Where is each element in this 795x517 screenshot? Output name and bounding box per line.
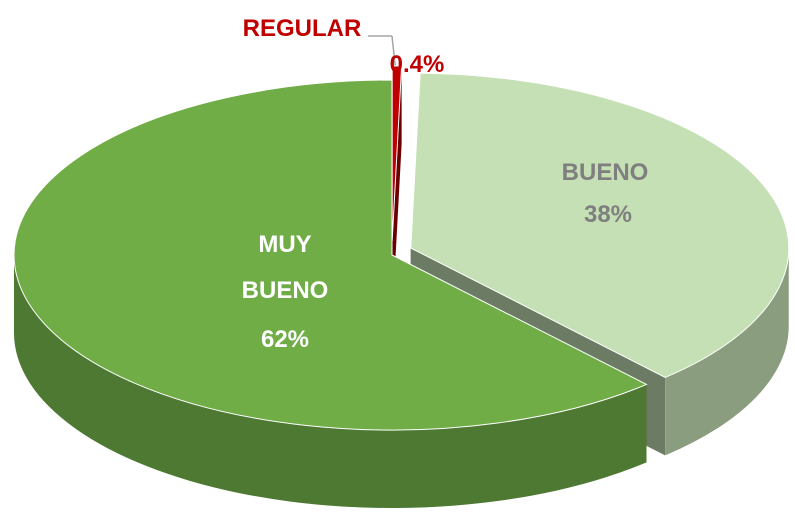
value-label: 62% bbox=[260, 326, 310, 353]
slice bbox=[391, 65, 403, 242]
category-label: MUY BUENO bbox=[241, 231, 329, 304]
category-label: BUENO bbox=[561, 159, 649, 186]
value-label: 38% bbox=[583, 201, 633, 228]
category-label: REGULAR bbox=[242, 15, 362, 42]
value-label: 0.4% bbox=[389, 51, 445, 78]
slice-side bbox=[14, 255, 647, 508]
slice-side bbox=[665, 248, 789, 456]
slice bbox=[13, 79, 648, 431]
slice bbox=[410, 72, 790, 378]
